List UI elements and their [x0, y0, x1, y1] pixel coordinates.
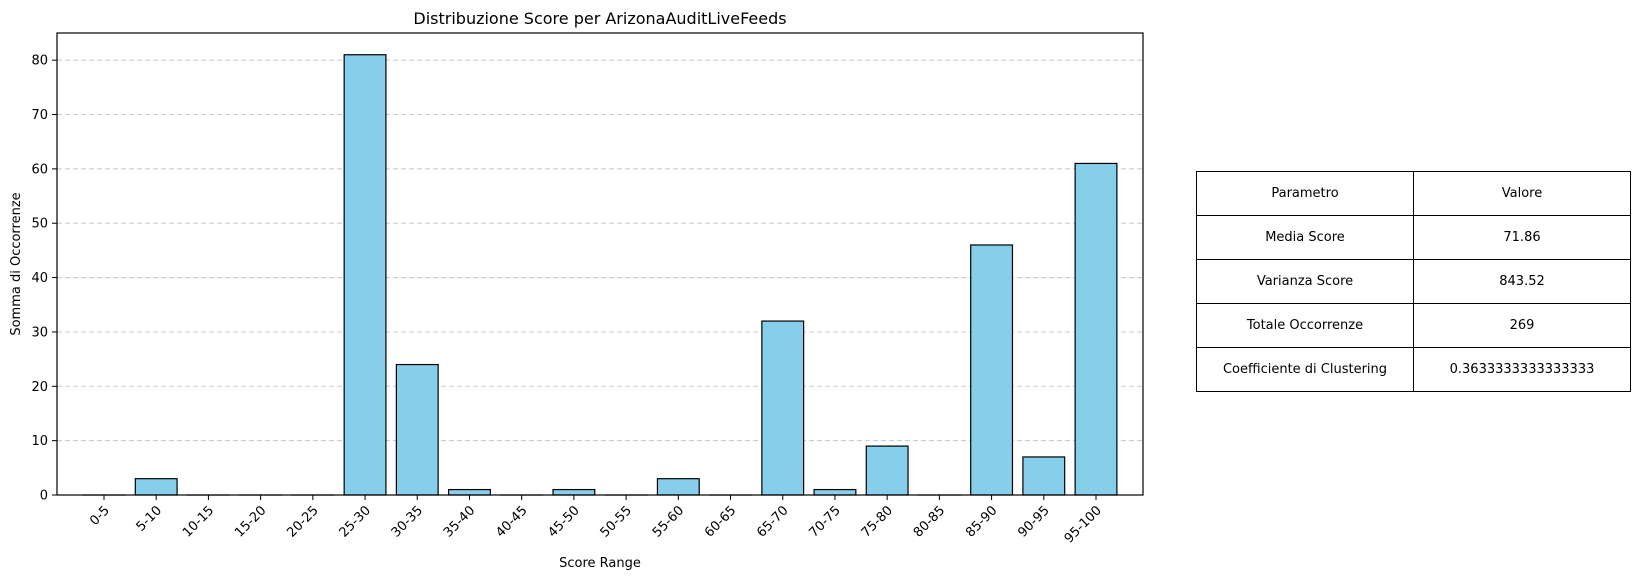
y-tick-label: 40 — [31, 271, 48, 286]
y-tick-label: 0 — [40, 489, 48, 504]
x-tick-label: 30-35 — [389, 503, 426, 540]
bar — [1074, 162, 1118, 496]
grid-lines — [57, 59, 1143, 496]
x-tick-label: 10-15 — [180, 503, 217, 540]
header-cell: Parametro — [1196, 171, 1414, 216]
bar — [447, 488, 491, 496]
axis-ticks: 0 10 20 30 40 50 60 70 80 0-5 5-10 10-15 15-20 20-25 2… — [31, 54, 1104, 547]
bar — [134, 478, 178, 496]
x-tick-label: 90-95 — [1015, 503, 1052, 540]
x-tick-label: 20-25 — [284, 503, 321, 540]
x-tick-label: 15-20 — [232, 503, 269, 540]
table-row: Coefficiente di Clustering 0.36333333333… — [1196, 347, 1631, 392]
bar — [395, 363, 439, 496]
x-tick-label: 55-60 — [650, 503, 687, 540]
bar — [552, 488, 596, 496]
y-tick-label: 20 — [31, 380, 48, 395]
bar — [865, 445, 909, 496]
chart-title: Distribuzione Score per ArizonaAuditLive… — [413, 9, 786, 28]
x-tick-label: 65-70 — [754, 503, 791, 540]
x-tick-label: 95-100 — [1062, 503, 1105, 546]
bars — [82, 54, 1118, 496]
bar — [656, 478, 700, 496]
param-cell: Varianza Score — [1196, 259, 1414, 304]
x-tick-label: 85-90 — [963, 503, 1000, 540]
bar — [761, 320, 805, 496]
value-cell: 71.86 — [1413, 215, 1631, 260]
x-tick-label: 70-75 — [806, 503, 843, 540]
table-row: Varianza Score 843.52 — [1196, 259, 1631, 304]
y-tick-label: 10 — [31, 434, 48, 449]
y-tick-label: 60 — [31, 162, 48, 177]
y-tick-label: 70 — [31, 108, 48, 123]
bar — [1022, 456, 1066, 496]
x-tick-label: 0-5 — [87, 503, 113, 529]
bar — [343, 54, 387, 496]
header-cell: Valore — [1413, 171, 1631, 216]
param-cell: Totale Occorrenze — [1196, 303, 1414, 348]
y-axis-label: Somma di Occorrenze — [9, 192, 24, 335]
x-tick-label: 40-45 — [493, 503, 530, 540]
table-row: Totale Occorrenze 269 — [1196, 303, 1631, 348]
param-cell: Coefficiente di Clustering — [1196, 347, 1414, 392]
value-cell: 269 — [1413, 303, 1631, 348]
bar — [970, 244, 1014, 496]
stats-table: Parametro Valore Media Score 71.86 Varia… — [1196, 171, 1631, 392]
table-row: Media Score 71.86 — [1196, 215, 1631, 260]
y-tick-label: 80 — [31, 54, 48, 69]
bar — [813, 488, 857, 496]
param-cell: Media Score — [1196, 215, 1414, 260]
x-axis-label: Score Range — [559, 556, 641, 571]
bar-chart: 0 10 20 30 40 50 60 70 80 0-5 5-10 10-15 15-20 20-25 2… — [9, 9, 1144, 571]
plot-frame — [56, 32, 1144, 496]
y-tick-label: 30 — [31, 325, 48, 340]
x-tick-label: 75-80 — [859, 503, 896, 540]
x-tick-label: 45-50 — [545, 503, 582, 540]
x-tick-label: 80-85 — [911, 503, 948, 540]
x-tick-label: 5-10 — [134, 503, 165, 534]
x-tick-label: 25-30 — [337, 503, 374, 540]
x-tick-label: 35-40 — [441, 503, 478, 540]
y-tick-label: 50 — [31, 217, 48, 232]
x-tick-label: 60-65 — [702, 503, 739, 540]
table-header-row: Parametro Valore — [1196, 171, 1631, 216]
value-cell: 0.3633333333333333 — [1413, 347, 1631, 392]
x-tick-label: 50-55 — [598, 503, 635, 540]
value-cell: 843.52 — [1413, 259, 1631, 304]
